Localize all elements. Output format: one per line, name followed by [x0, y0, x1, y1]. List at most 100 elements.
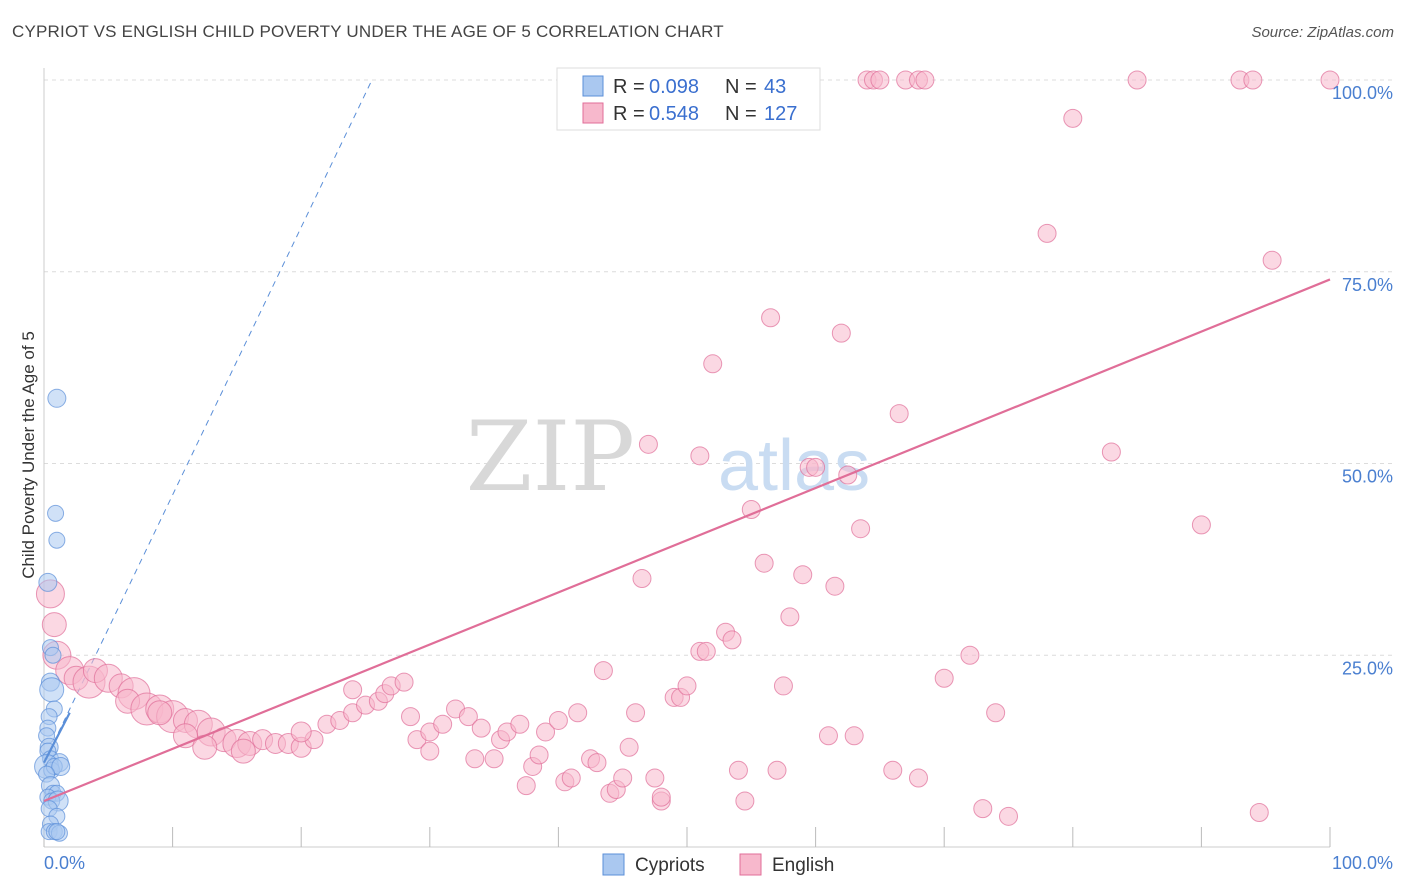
data-point-english: [484, 749, 504, 769]
data-point-english: [343, 680, 363, 700]
data-point-english: [401, 707, 421, 727]
data-point-english: [728, 760, 748, 780]
legend-swatch-english: [582, 102, 604, 124]
data-point-english: [999, 806, 1018, 826]
x-tick-label: 100.0%: [1332, 853, 1393, 873]
data-point-english: [1191, 515, 1211, 535]
data-point-english: [767, 760, 787, 780]
y-tick-label: 25.0%: [1342, 658, 1393, 678]
data-point-english: [1243, 70, 1263, 90]
data-point-english: [735, 791, 755, 811]
legend-r-value-english: 0.548: [649, 103, 699, 125]
legend-n-label: N =: [725, 103, 757, 125]
watermark: ZIP atlas: [466, 401, 870, 513]
data-point-cypriots: [38, 572, 58, 592]
trendline-extended: [43, 79, 373, 763]
data-points: [34, 70, 1340, 842]
data-point-english: [458, 707, 478, 727]
data-point-english: [645, 768, 665, 788]
data-point-english: [806, 457, 826, 477]
data-point-english: [561, 768, 581, 788]
data-point-english: [1063, 108, 1083, 128]
data-point-english: [844, 726, 864, 746]
data-point-english: [638, 434, 658, 454]
data-point-english: [773, 676, 793, 696]
trendline-english: [43, 278, 1331, 802]
x-tick-label: 0.0%: [44, 853, 85, 873]
data-point-english: [818, 726, 838, 746]
data-point-english: [1320, 70, 1340, 90]
data-point-english: [632, 569, 652, 589]
data-point-english: [915, 70, 935, 90]
data-point-cypriots: [47, 504, 65, 522]
data-point-english: [510, 714, 530, 734]
data-point-english: [587, 753, 607, 773]
legend-r-label: R =: [613, 76, 645, 98]
data-point-english: [568, 703, 588, 723]
data-point-cypriots: [39, 677, 65, 703]
data-point-english: [934, 668, 954, 688]
data-point-english: [651, 787, 671, 807]
data-point-english: [793, 565, 813, 585]
data-point-english: [1037, 223, 1057, 243]
data-point-english: [1127, 70, 1147, 90]
data-point-english: [536, 722, 556, 742]
data-point-english: [761, 308, 781, 328]
data-point-english: [593, 661, 613, 681]
data-point-english: [626, 703, 646, 723]
y-tick-label: 100.0%: [1332, 83, 1393, 103]
data-point-english: [433, 714, 453, 734]
legend-label-english: English: [772, 855, 834, 876]
data-point-english: [1101, 442, 1121, 462]
data-point-english: [147, 700, 173, 726]
data-point-english: [41, 612, 67, 638]
data-point-english: [889, 404, 909, 424]
legend-swatch-english: [739, 853, 762, 876]
data-point-english: [465, 749, 485, 769]
data-point-english: [831, 323, 851, 343]
data-point-english: [394, 672, 414, 692]
data-point-english: [613, 768, 633, 788]
legend-swatch-cypriots: [602, 853, 625, 876]
data-point-english: [548, 710, 568, 730]
data-point-english: [696, 641, 716, 661]
data-point-english: [780, 607, 800, 627]
data-point-english: [230, 738, 256, 764]
data-point-english: [870, 70, 890, 90]
grid-lines: [44, 79, 1392, 656]
source-label: Source: ZipAtlas.com: [1251, 24, 1394, 41]
watermark-zip: ZIP: [466, 401, 635, 513]
data-point-english: [703, 354, 723, 374]
legend-r-value-cypriots: 0.098: [649, 76, 699, 98]
data-point-cypriots: [44, 646, 62, 664]
trendline-cypriots: [43, 712, 71, 764]
data-point-english: [908, 768, 928, 788]
data-point-cypriots: [48, 823, 66, 841]
data-point-english: [825, 576, 845, 596]
legend-r-label: R =: [613, 103, 645, 125]
y-axis-title: Child Poverty Under the Age of 5: [19, 331, 38, 579]
data-point-english: [722, 630, 742, 650]
chart-title: CYPRIOT VS ENGLISH CHILD POVERTY UNDER T…: [12, 22, 724, 41]
data-point-english: [529, 745, 549, 765]
tick-labels: 25.0% 50.0% 75.0% 100.0% 0.0% 100.0%: [44, 83, 1393, 873]
data-point-english: [290, 721, 312, 743]
legend-n-value-cypriots: 43: [764, 76, 786, 98]
legend-n-label: N =: [725, 76, 757, 98]
data-point-english: [1249, 802, 1269, 822]
legend-n-value-english: 127: [764, 103, 797, 125]
series-legend: Cypriots English: [602, 853, 834, 876]
trendlines: [43, 278, 1331, 802]
correlation-legend: R = 0.098 N = 43 R = 0.548 N = 127: [556, 67, 821, 131]
data-point-cypriots: [48, 531, 66, 549]
data-point-english: [471, 718, 491, 738]
data-point-english: [973, 799, 993, 819]
data-point-english: [754, 553, 774, 573]
data-point-english: [420, 741, 440, 761]
data-point-cypriots: [51, 756, 71, 776]
data-point-english: [1262, 250, 1282, 270]
data-point-english: [516, 776, 536, 796]
y-tick-label: 50.0%: [1342, 467, 1393, 487]
legend-swatch-cypriots: [582, 75, 604, 97]
